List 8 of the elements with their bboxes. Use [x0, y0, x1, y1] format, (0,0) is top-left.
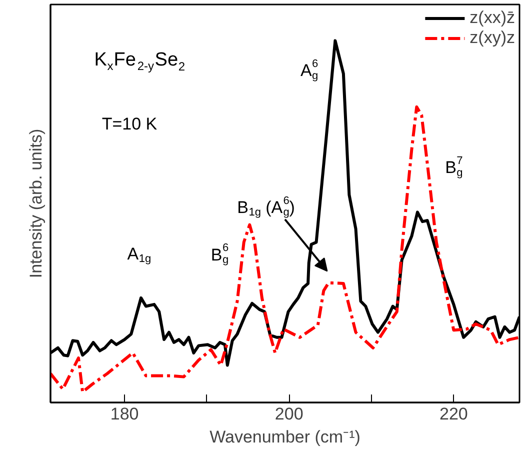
x-tick-label: 220 — [439, 404, 468, 424]
x-tick-label: 200 — [274, 404, 304, 424]
x-tick-label: 180 — [110, 404, 139, 424]
y-axis-title: Intensity (arb. units) — [26, 128, 46, 278]
x-axis-title: Wavenumber (cm⁻¹) — [210, 428, 360, 446]
legend-label: z(xy)z — [470, 28, 515, 48]
legend-label: z(xx)z̄ — [470, 8, 515, 28]
annotation: T=10 K — [102, 114, 158, 134]
